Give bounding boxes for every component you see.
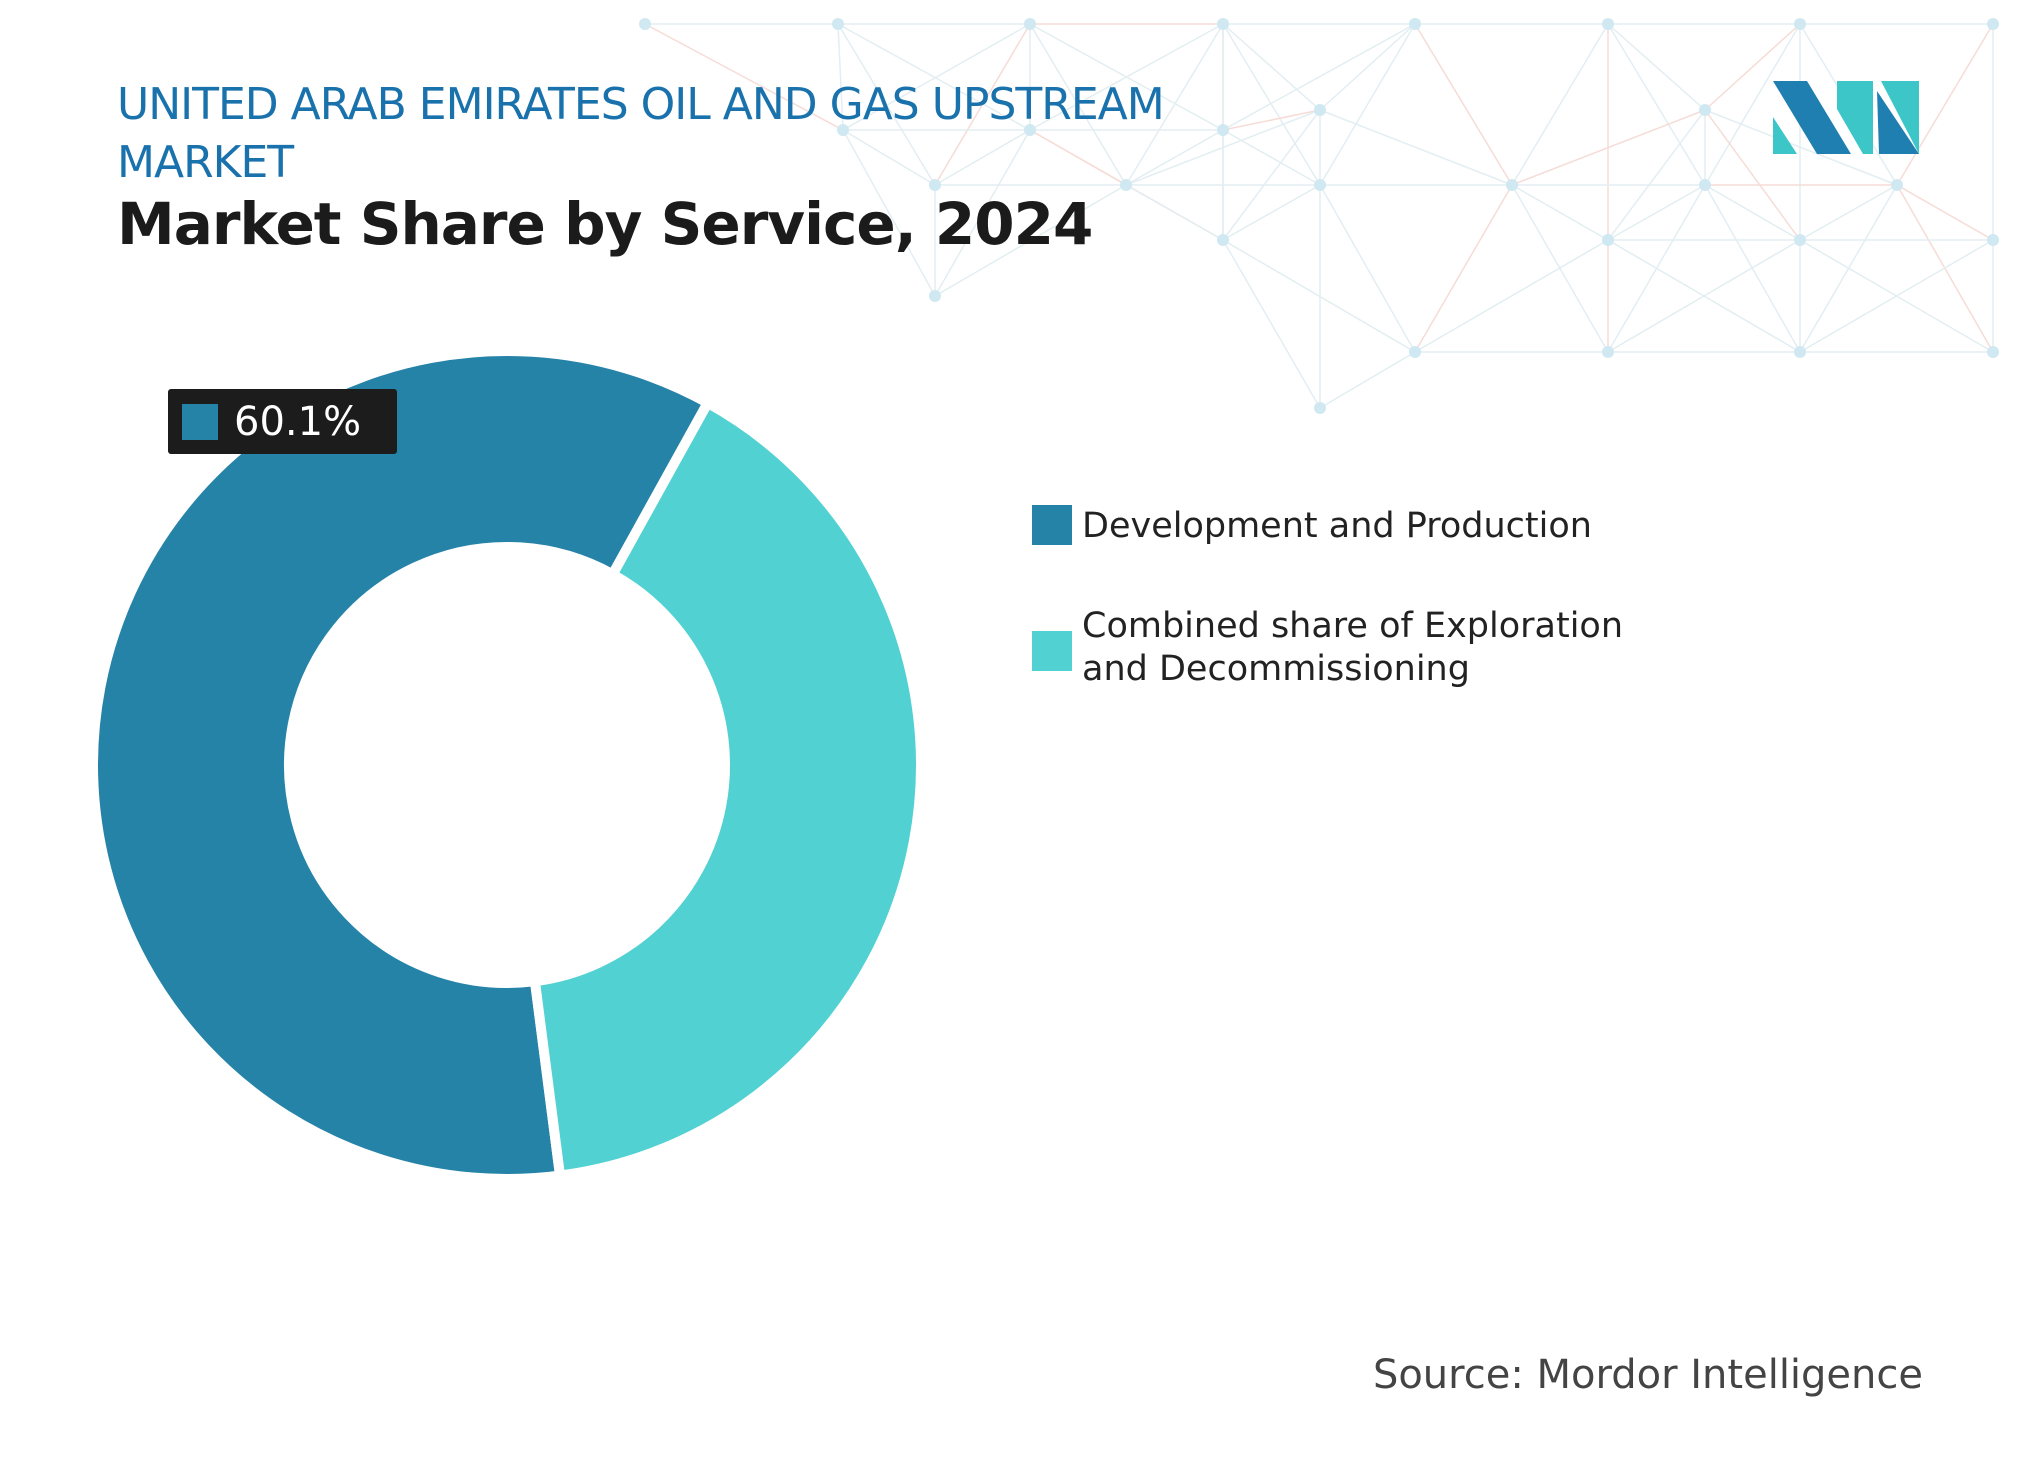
pattern-node <box>1217 234 1229 246</box>
pattern-line <box>837 23 1031 131</box>
pattern-line <box>842 23 1031 131</box>
pattern-line <box>1222 184 1321 241</box>
donut-slice-development <box>88 346 715 1184</box>
pattern-line <box>1222 109 1321 241</box>
pattern-line <box>1896 23 1994 186</box>
pattern-line <box>1511 23 1609 186</box>
data-label-value: 60.1% <box>234 398 362 445</box>
pattern-line <box>1319 351 1416 409</box>
pattern-node <box>1794 234 1806 246</box>
pattern-line <box>1511 184 1609 241</box>
pattern-node <box>1602 234 1614 246</box>
pattern-node <box>1602 346 1614 358</box>
legend-swatch <box>1032 505 1072 545</box>
donut-slice-exploration-decommissioning <box>529 396 926 1182</box>
pattern-line <box>1222 23 1321 186</box>
pattern-line <box>1799 239 1994 353</box>
pattern-line <box>1414 184 1513 353</box>
mordor-intelligence-logo <box>1773 81 1919 154</box>
data-label-swatch <box>182 403 218 440</box>
pattern-line <box>1125 129 1224 186</box>
pattern-node <box>1987 18 1999 30</box>
pattern-node <box>1314 402 1326 414</box>
pattern-line <box>1029 23 1224 131</box>
pattern-line <box>1414 23 1513 186</box>
pattern-node <box>929 290 941 302</box>
pattern-node <box>1217 124 1229 136</box>
pattern-line <box>1704 23 1801 186</box>
pattern-node <box>1217 18 1229 30</box>
pattern-line <box>1607 23 1706 111</box>
pattern-node <box>1024 124 1036 136</box>
pattern-line <box>1704 23 1801 111</box>
pattern-line <box>644 23 844 131</box>
pattern-line <box>1125 23 1224 186</box>
pattern-node <box>832 18 844 30</box>
pattern-node <box>1409 18 1421 30</box>
pattern-node <box>1602 18 1614 30</box>
pattern-node <box>837 124 849 136</box>
pattern-line <box>837 23 844 131</box>
pattern-line <box>1222 23 1321 111</box>
pattern-line <box>1222 109 1321 131</box>
pattern-node <box>1120 179 1132 191</box>
pattern-line <box>1222 239 1321 409</box>
pattern-line <box>1414 239 1609 353</box>
pattern-line <box>1704 109 1898 186</box>
pattern-node <box>1987 234 1999 246</box>
pattern-line <box>842 129 936 297</box>
report-title: UNITED ARAB EMIRATES OIL AND GAS UPSTREA… <box>117 79 1165 188</box>
pattern-line <box>1222 23 1416 131</box>
chart-subtitle: Market Share by Service, 2024 <box>117 190 1093 258</box>
legend-item-development: Development and Production <box>1032 505 1682 548</box>
pattern-line <box>1319 184 1416 353</box>
pattern-line <box>934 129 1031 297</box>
pattern-line <box>1799 184 1898 241</box>
legend-label: Development and Production <box>1082 506 1592 546</box>
pattern-node <box>1314 104 1326 116</box>
pattern-line <box>1607 109 1706 241</box>
pattern-line <box>1222 129 1321 186</box>
pattern-node <box>1987 346 1999 358</box>
pattern-line <box>934 23 1031 186</box>
pattern-line <box>1704 184 1801 241</box>
pattern-line <box>1319 23 1416 186</box>
pattern-node <box>1794 18 1806 30</box>
data-label-development: 60.1% <box>168 389 397 454</box>
pattern-node <box>1314 179 1326 191</box>
pattern-line <box>1607 184 1706 241</box>
pattern-line <box>1607 239 1801 353</box>
donut-chart <box>88 346 926 1184</box>
legend-swatch <box>1032 631 1072 671</box>
legend-item-exploration-decommissioning: Combined share of Exploration and Decomm… <box>1032 605 1682 691</box>
pattern-line <box>934 184 1127 297</box>
pattern-line <box>842 129 936 186</box>
pattern-node <box>1699 179 1711 191</box>
pattern-line <box>1511 109 1706 186</box>
pattern-node <box>1409 346 1421 358</box>
pattern-line <box>934 129 1031 186</box>
pattern-line <box>1319 23 1416 111</box>
pattern-line <box>1222 239 1416 353</box>
pattern-node <box>929 179 941 191</box>
source-note: Source: Mordor Intelligence <box>1372 1352 1923 1398</box>
pattern-line <box>1704 109 1801 241</box>
pattern-node <box>639 18 651 30</box>
pattern-line <box>1029 23 1127 186</box>
pattern-line <box>1125 184 1224 241</box>
pattern-node <box>1699 104 1711 116</box>
pattern-line <box>1319 109 1513 186</box>
pattern-node <box>1794 346 1806 358</box>
legend-label: Combined share of Exploration and Decomm… <box>1082 606 1624 689</box>
pattern-line <box>1607 23 1706 186</box>
pattern-node <box>1891 179 1903 191</box>
pattern-line <box>1896 184 1994 241</box>
pattern-node <box>1506 179 1518 191</box>
pattern-node <box>1024 18 1036 30</box>
